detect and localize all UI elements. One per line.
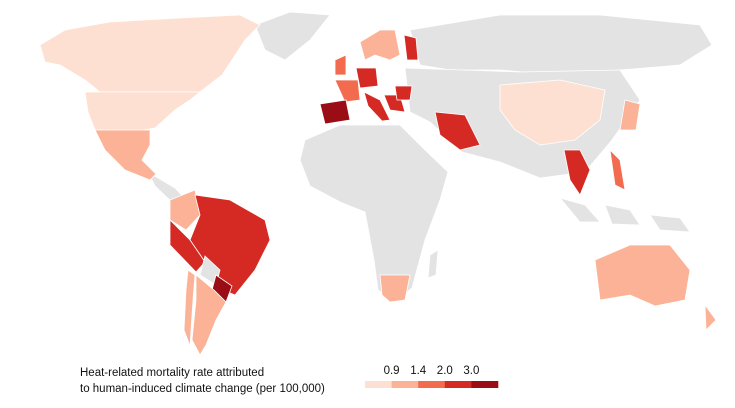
color-bin	[365, 381, 392, 388]
indonesia-east	[604, 204, 641, 226]
scale-tick-label: 1.4	[410, 365, 427, 377]
madagascar	[427, 249, 439, 279]
scale-tick-label: 3.0	[463, 365, 479, 377]
greenland	[254, 11, 331, 61]
russia	[409, 14, 713, 76]
iran	[434, 111, 481, 151]
united-states	[84, 91, 202, 135]
japan	[619, 99, 641, 131]
thailand-vietnam	[563, 149, 591, 196]
new-zealand	[704, 303, 717, 331]
indonesia-west	[558, 197, 601, 223]
countries	[39, 11, 717, 356]
mexico	[94, 129, 157, 181]
color-bin	[418, 381, 446, 388]
philippines	[609, 148, 626, 191]
china	[499, 79, 606, 146]
scandinavia	[359, 29, 401, 61]
new-guinea	[649, 214, 691, 233]
africa	[299, 124, 449, 303]
germany	[355, 67, 379, 89]
finland	[403, 34, 419, 61]
france	[334, 79, 361, 103]
south-africa	[379, 274, 411, 303]
scale-tick-label: 2.0	[437, 365, 453, 377]
canada	[39, 14, 261, 93]
legend-title: to human-induced climate change (per 100…	[80, 383, 325, 395]
legend-title: Heat-related mortality rate attributed	[80, 367, 264, 379]
peru	[169, 219, 206, 273]
uk	[334, 54, 347, 76]
color-bin	[471, 381, 499, 388]
color-bin	[444, 381, 472, 388]
romania	[394, 85, 413, 101]
legend: Heat-related mortality rate attributed t…	[80, 365, 499, 395]
argentina	[191, 274, 227, 356]
australia	[594, 244, 691, 307]
spain	[319, 99, 351, 125]
colombia	[169, 189, 201, 231]
chile	[183, 269, 196, 347]
italy	[363, 91, 391, 122]
color-bin	[391, 381, 419, 388]
scale-tick-label: 0.9	[384, 365, 400, 377]
color-scale: 0.9 1.4 2.0 3.0	[365, 365, 499, 388]
